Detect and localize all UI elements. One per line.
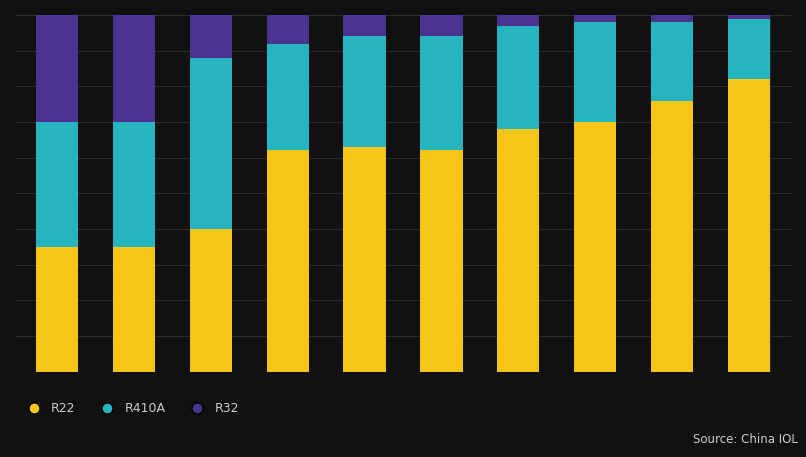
Bar xyxy=(497,15,539,26)
Bar xyxy=(343,147,386,372)
Bar xyxy=(113,15,156,122)
Bar xyxy=(189,229,232,372)
Bar xyxy=(36,122,78,247)
Bar xyxy=(113,122,156,247)
Bar xyxy=(497,129,539,372)
Bar xyxy=(267,150,309,372)
Bar xyxy=(728,15,770,19)
Bar xyxy=(267,15,309,43)
Bar xyxy=(650,15,693,22)
Bar xyxy=(36,15,78,122)
Bar xyxy=(497,26,539,129)
Bar xyxy=(267,43,309,150)
Bar xyxy=(650,101,693,372)
Bar xyxy=(420,150,463,372)
Bar xyxy=(36,247,78,372)
Bar xyxy=(574,15,617,22)
Text: Source: China IOL: Source: China IOL xyxy=(693,433,798,446)
Bar xyxy=(343,37,386,147)
Bar xyxy=(574,122,617,372)
Bar xyxy=(420,37,463,150)
Bar xyxy=(420,15,463,37)
Bar xyxy=(574,22,617,122)
Bar xyxy=(189,15,232,58)
Bar xyxy=(650,22,693,101)
Bar xyxy=(728,19,770,79)
Bar xyxy=(113,247,156,372)
Bar xyxy=(189,58,232,229)
Legend: R22, R410A, R32: R22, R410A, R32 xyxy=(21,402,239,415)
Bar xyxy=(343,15,386,37)
Bar xyxy=(728,79,770,372)
